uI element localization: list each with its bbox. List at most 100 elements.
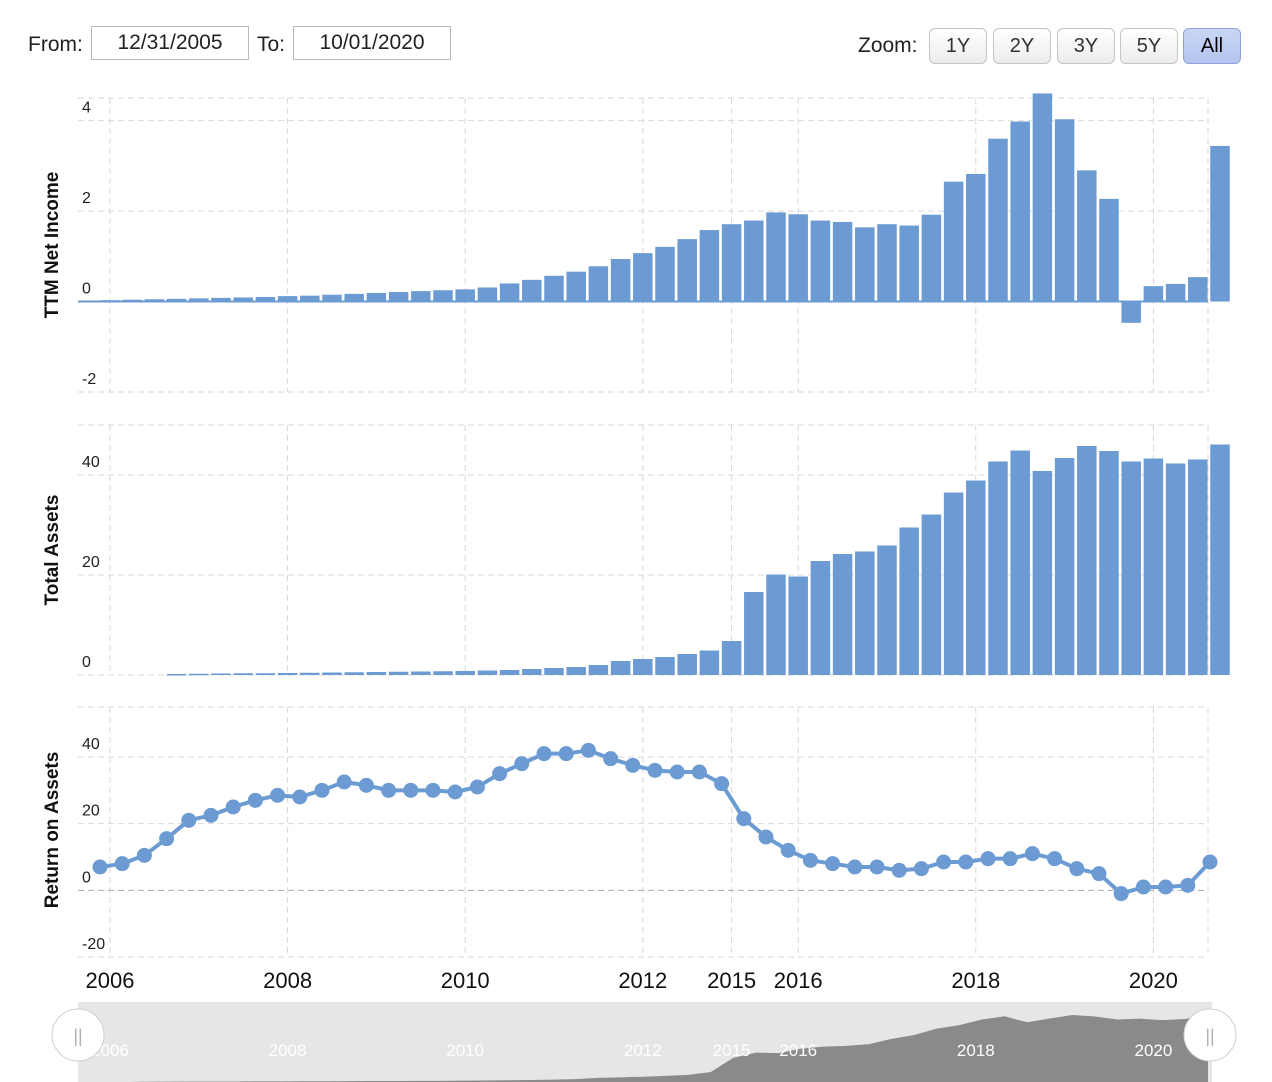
bar[interactable] [277,673,298,675]
bar[interactable] [766,574,786,676]
bar[interactable] [788,576,808,676]
data-point[interactable] [1158,879,1174,895]
data-point[interactable] [292,789,308,805]
bar[interactable] [832,221,853,302]
bar[interactable] [855,227,875,302]
data-point[interactable] [403,782,419,798]
bar[interactable] [388,292,409,302]
zoom-3y-button[interactable]: 3Y [1057,28,1115,64]
bar[interactable] [277,296,298,302]
bar[interactable] [566,271,586,302]
bar[interactable] [1010,121,1030,302]
bar[interactable] [766,212,786,302]
bar[interactable] [566,667,586,675]
bar[interactable] [921,214,942,302]
bar[interactable] [1210,444,1230,676]
data-point[interactable] [270,787,286,803]
bar[interactable] [988,461,1008,676]
bar[interactable] [411,291,431,302]
data-point[interactable] [492,766,508,782]
bar[interactable] [810,561,831,675]
data-point[interactable] [425,782,441,798]
data-point[interactable] [1024,846,1040,862]
bar[interactable] [522,279,542,302]
data-point[interactable] [203,807,219,823]
bar[interactable] [233,673,253,675]
data-point[interactable] [691,764,707,780]
bar[interactable] [655,246,675,302]
data-point[interactable] [314,782,330,798]
bar[interactable] [1010,450,1030,676]
data-point[interactable] [758,829,774,845]
data-point[interactable] [225,799,241,815]
bar[interactable] [610,259,631,302]
bar[interactable] [344,672,364,675]
bar[interactable] [966,480,986,676]
data-point[interactable] [159,831,175,847]
data-point[interactable] [780,842,796,858]
bar[interactable] [411,671,431,676]
bar[interactable] [1143,458,1164,676]
data-point[interactable] [358,777,374,793]
bar[interactable] [855,551,875,676]
data-point[interactable] [558,746,574,762]
data-point[interactable] [669,764,685,780]
data-point[interactable] [381,782,397,798]
bar[interactable] [877,224,897,302]
bar[interactable] [633,659,653,675]
bar[interactable] [322,672,342,676]
bar[interactable] [300,672,320,675]
data-point[interactable] [92,859,108,875]
data-point[interactable] [247,792,263,808]
bar[interactable] [877,545,897,676]
data-point[interactable] [847,859,863,875]
data-point[interactable] [958,854,974,870]
data-point[interactable] [625,757,641,773]
navigator-right-handle[interactable] [1183,1008,1237,1062]
data-point[interactable] [1069,861,1085,877]
data-point[interactable] [714,776,730,792]
bar[interactable] [943,181,964,302]
data-point[interactable] [802,852,818,868]
bar[interactable] [1210,145,1230,302]
bar[interactable] [388,671,409,675]
data-point[interactable] [447,784,463,800]
bar[interactable] [1077,446,1097,675]
bar[interactable] [1054,119,1075,302]
bar[interactable] [455,289,475,302]
bar[interactable] [899,527,919,676]
zoom-1y-button[interactable]: 1Y [929,28,987,64]
data-point[interactable] [603,751,619,767]
bar[interactable] [1165,283,1186,302]
bar[interactable] [1188,459,1208,676]
bar[interactable] [1054,458,1075,675]
data-point[interactable] [980,851,996,867]
data-point[interactable] [336,774,352,790]
bar[interactable] [966,173,986,302]
bar[interactable] [943,492,964,676]
bar[interactable] [677,239,697,302]
bar[interactable] [744,592,764,675]
zoom-2y-button[interactable]: 2Y [993,28,1051,64]
bar[interactable] [832,554,853,675]
bar[interactable] [433,290,453,302]
bar[interactable] [366,672,387,675]
data-point[interactable] [891,862,907,878]
data-point[interactable] [536,746,552,762]
bar[interactable] [610,661,631,675]
data-point[interactable] [1113,886,1129,902]
bar[interactable] [1032,471,1053,675]
bar[interactable] [1143,286,1164,302]
bar[interactable] [721,224,742,302]
bar[interactable] [455,671,475,675]
bar[interactable] [810,220,831,302]
bar[interactable] [1188,277,1208,302]
bar[interactable] [189,298,209,302]
bar[interactable] [522,669,542,675]
bar[interactable] [255,673,276,675]
bar[interactable] [699,650,720,676]
bar[interactable] [477,670,498,676]
zoom-5y-button[interactable]: 5Y [1120,28,1178,64]
data-point[interactable] [1180,877,1196,893]
data-point[interactable] [913,861,929,877]
